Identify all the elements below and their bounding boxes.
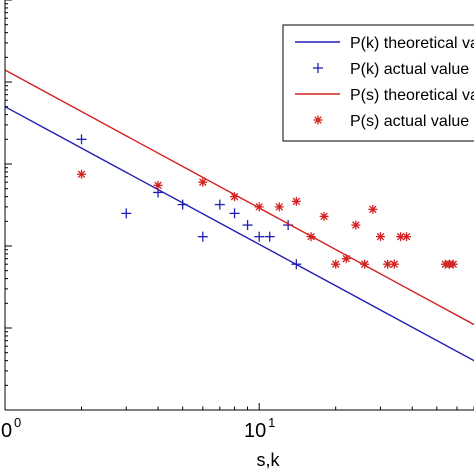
data-point-p-s-actual-value (230, 192, 240, 202)
star-d2-stroke (390, 260, 399, 268)
x-tick-label: 10 (244, 420, 266, 442)
legend-box (282, 24, 474, 142)
data-point-p-s-actual-value (360, 259, 370, 269)
data-point-p-k-actual-value (76, 134, 87, 145)
star-d2-stroke (331, 260, 340, 268)
data-point-p-s-actual-value (319, 211, 329, 221)
data-point-p-k-actual-value (197, 231, 208, 242)
star-d2-stroke (77, 170, 86, 179)
x-axis-label: s,k (256, 450, 280, 470)
star-d2-stroke (369, 205, 377, 214)
data-point-p-k-actual-value (121, 208, 132, 219)
data-point-p-s-actual-value (351, 220, 361, 230)
plot-area (4, 69, 474, 362)
legend-label-p-k-theoretical-value: P(k) theoretical value (350, 35, 474, 52)
data-point-p-s-actual-value (274, 202, 284, 212)
legend-label-p-s-theoretical-value: P(s) theoretical value (350, 87, 474, 104)
data-point-p-k-actual-value (291, 259, 302, 270)
data-point-p-s-actual-value (198, 177, 208, 187)
data-point-p-s-actual-value (448, 259, 458, 269)
star-d2-stroke (255, 203, 263, 211)
legend: P(k) theoretical value P(k) actual value P… (282, 24, 474, 142)
axes: 100101 (0, 0, 474, 442)
legend-label-p-k-actual-value: P(k) actual value (350, 61, 469, 78)
star-d2-stroke (230, 192, 239, 201)
star-d2-stroke (449, 260, 458, 268)
data-point-p-s-actual-value (254, 202, 264, 212)
legend-swatch-p-k-actual-value (313, 63, 323, 73)
star-d2-stroke (376, 232, 385, 241)
data-point-p-s-actual-value (77, 169, 87, 179)
data-point-p-k-actual-value (254, 231, 265, 242)
data-point-p-s-actual-value (291, 196, 301, 206)
data-point-p-k-actual-value (264, 231, 275, 242)
series-line-p-k-theoretical-value (4, 106, 474, 362)
data-point-p-k-actual-value (177, 199, 188, 210)
star-d2-stroke (383, 260, 392, 268)
star-d2-stroke (154, 181, 162, 190)
star-d2-stroke (307, 232, 315, 241)
star-d2-stroke (314, 116, 322, 124)
data-point-p-s-actual-value (153, 180, 163, 190)
star-d2-stroke (352, 221, 360, 229)
data-point-p-s-actual-value (341, 254, 351, 264)
star-d2-stroke (320, 212, 328, 221)
x-tick-exponent: 1 (268, 415, 275, 430)
legend-label-p-s-actual-value: P(s) actual value (350, 113, 469, 130)
star-d2-stroke (402, 232, 411, 241)
star-d2-stroke (342, 254, 350, 263)
star-d2-stroke (360, 260, 369, 268)
data-point-p-s-actual-value (368, 204, 378, 214)
data-point-p-s-actual-value (375, 232, 385, 242)
star-d2-stroke (292, 197, 301, 206)
star-d2-stroke (396, 232, 405, 241)
star-d2-stroke (275, 203, 284, 211)
data-point-p-s-actual-value (402, 232, 412, 242)
star-d2-stroke (199, 178, 207, 186)
data-point-p-s-actual-value (306, 232, 316, 242)
x-tick-exponent: 0 (14, 415, 21, 430)
data-point-p-s-actual-value (331, 259, 341, 269)
data-point-p-k-actual-value (214, 199, 225, 210)
data-point-p-s-actual-value (389, 259, 399, 269)
data-point-p-k-actual-value (242, 220, 253, 231)
x-tick-label: 10 (0, 420, 12, 442)
data-point-p-k-actual-value (229, 208, 240, 219)
series-line-p-s-theoretical-value (4, 69, 474, 326)
legend-swatch-p-s-actual-value (313, 115, 323, 125)
